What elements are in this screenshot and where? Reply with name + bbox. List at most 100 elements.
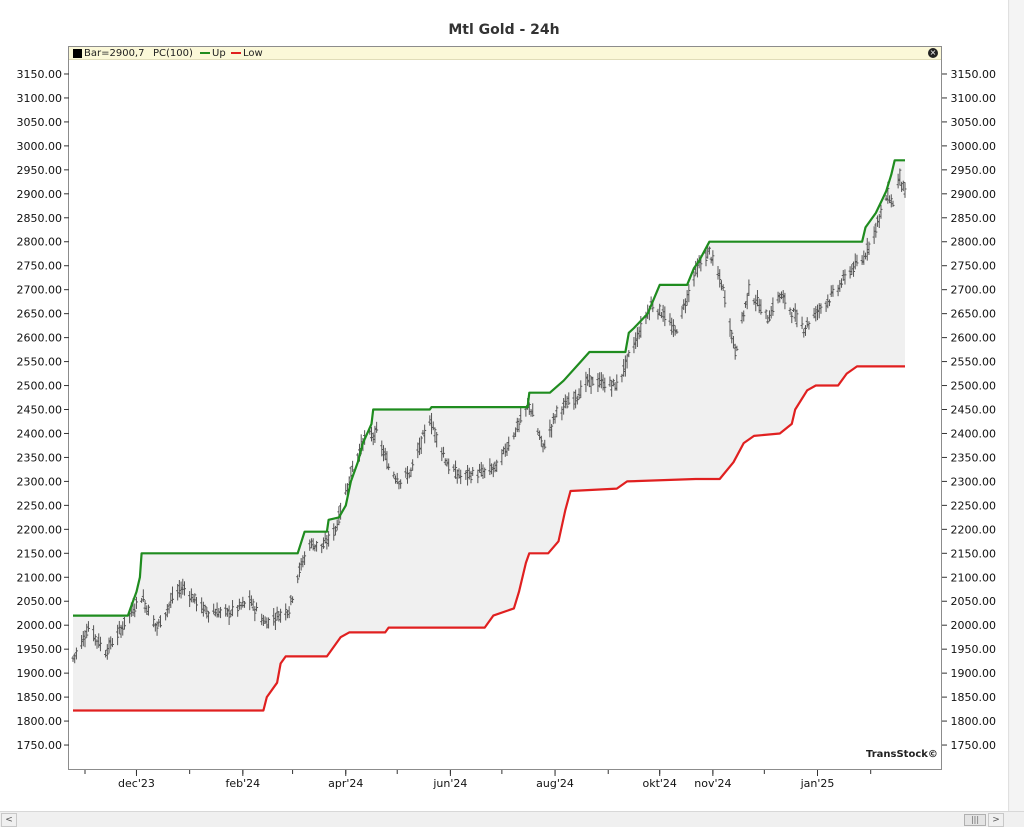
price-bar <box>344 483 348 496</box>
scroll-right-button[interactable]: > <box>988 813 1004 827</box>
price-bar <box>519 408 523 424</box>
red-line-icon <box>231 52 241 54</box>
y-tick-label-right: 2800.00 <box>951 236 997 249</box>
price-bar <box>435 431 439 448</box>
y-tick-label-left: 2950.00 <box>17 164 63 177</box>
horizontal-scroll-thumb[interactable]: ||| <box>964 814 986 826</box>
y-tick-label-left: 2750.00 <box>17 260 63 273</box>
price-bar <box>767 310 771 322</box>
x-tick-label: feb'24 <box>226 777 261 790</box>
price-bar <box>855 254 859 267</box>
y-tick-label-left: 2150.00 <box>17 547 63 560</box>
price-bar <box>243 601 247 608</box>
legend-indicator: PC(100) <box>153 47 193 60</box>
x-axis: dec'23 feb'24 apr'24 jun'24 aug'24 okt'24 nov'… <box>84 770 872 790</box>
price-bar <box>879 204 883 219</box>
price-bar <box>287 606 291 619</box>
price-bar <box>723 290 727 308</box>
price-bar <box>790 311 794 324</box>
legend-up: Up <box>200 47 226 60</box>
horizontal-scrollbar[interactable]: < ||| > <box>0 811 1024 827</box>
price-bar <box>603 377 607 393</box>
price-bar <box>800 316 804 330</box>
y-tick-label-right: 2950.00 <box>951 164 997 177</box>
x-tick-label: nov'24 <box>694 777 731 790</box>
price-bar <box>687 284 691 303</box>
price-bar <box>442 446 446 458</box>
y-tick-label-left: 2900.00 <box>17 188 63 201</box>
vertical-scroll-thumb[interactable] <box>1010 0 1024 811</box>
price-bar <box>555 405 559 418</box>
band-lines <box>73 159 905 712</box>
price-bar <box>766 315 770 324</box>
price-bar <box>141 589 145 602</box>
y-tick-label-right: 2500.00 <box>951 380 997 393</box>
price-bar <box>193 593 197 604</box>
y-tick-label-right: 3150.00 <box>951 68 997 81</box>
price-bar <box>93 634 97 646</box>
channel-band-fill <box>73 160 905 711</box>
price-bar <box>236 605 240 617</box>
legend-bar-value: Bar=2900,7 <box>73 47 144 60</box>
y-tick-label-right: 2250.00 <box>951 499 997 512</box>
price-bar <box>86 621 90 632</box>
price-bar <box>296 574 300 584</box>
y-tick-label-right: 2850.00 <box>951 212 997 225</box>
price-bar <box>663 306 667 327</box>
black-square-icon <box>73 48 82 58</box>
vertical-scrollbar[interactable] <box>1008 0 1024 811</box>
price-bar <box>843 269 847 285</box>
y-tick-label-left: 2650.00 <box>17 308 63 321</box>
legend-up-label: Up <box>212 48 226 59</box>
price-bar <box>251 598 255 611</box>
price-bar <box>771 297 775 316</box>
price-bar <box>133 603 137 618</box>
legend-indicator-label: PC(100) <box>153 48 193 59</box>
price-bar <box>565 395 569 409</box>
close-icon[interactable]: × <box>928 48 938 58</box>
y-tick-label-right: 2350.00 <box>951 451 997 464</box>
y-tick-label-left: 2700.00 <box>17 284 63 297</box>
y-tick-label-right: 2400.00 <box>951 427 997 440</box>
y-tick-label-left: 2450.00 <box>17 404 63 417</box>
y-tick-label-left: 2350.00 <box>17 451 63 464</box>
price-bar <box>255 602 259 612</box>
price-bar <box>671 319 675 338</box>
price-bar <box>788 307 792 315</box>
y-tick-label-left: 2400.00 <box>17 427 63 440</box>
y-tick-label-left: 2000.00 <box>17 619 63 632</box>
y-tick-label-left: 2800.00 <box>17 236 63 249</box>
y-tick-label-left: 1800.00 <box>17 715 63 728</box>
y-tick-label-right: 2300.00 <box>951 475 997 488</box>
y-tick-label-right: 1750.00 <box>951 739 997 752</box>
y-tick-label-left: 2100.00 <box>17 571 63 584</box>
legend-bar: Bar=2900,7 PC(100) Up Low × <box>69 47 941 60</box>
y-tick-label-right: 2450.00 <box>951 404 997 417</box>
price-bar <box>284 603 288 621</box>
y-tick-label-left: 3150.00 <box>17 68 63 81</box>
price-bar <box>718 269 722 288</box>
price-bar <box>531 403 535 417</box>
y-tick-label-right: 1850.00 <box>951 691 997 704</box>
price-bar <box>85 623 89 638</box>
y-tick-label-right: 2150.00 <box>951 547 997 560</box>
y-tick-label-left: 2250.00 <box>17 499 63 512</box>
price-bar <box>704 249 708 267</box>
y-tick-label-left: 2550.00 <box>17 356 63 369</box>
price-bar <box>591 376 595 386</box>
price-bar <box>658 303 662 316</box>
y-tick-label-left: 1750.00 <box>17 739 63 752</box>
price-bar <box>707 246 711 255</box>
price-bar <box>483 467 487 479</box>
scroll-left-button[interactable]: < <box>1 813 17 827</box>
price-bar <box>721 284 725 292</box>
price-bar <box>867 241 871 255</box>
price-bar <box>476 469 480 484</box>
price-bar <box>742 310 746 322</box>
price-bar <box>575 395 579 405</box>
price-bar <box>146 604 150 616</box>
price-bar <box>395 472 399 485</box>
price-bar <box>116 624 120 646</box>
price-bar <box>543 439 547 450</box>
